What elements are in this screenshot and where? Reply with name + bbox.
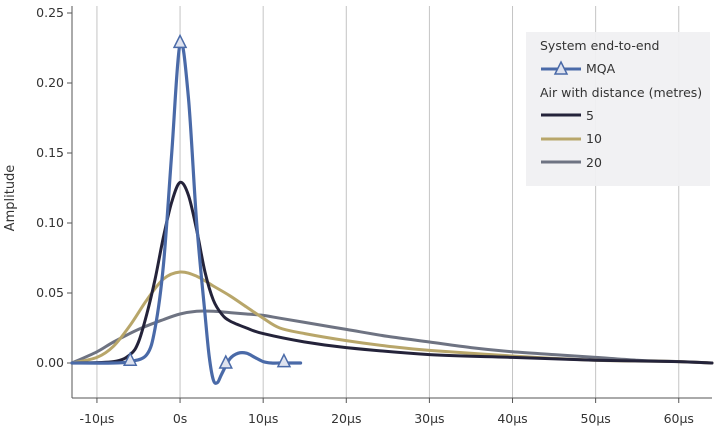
y-tick-label: 0.10 xyxy=(36,215,64,230)
x-tick-label: 30µs xyxy=(414,411,444,426)
plot-area xyxy=(70,33,714,385)
mqa-marker-triangle xyxy=(172,33,188,49)
x-tick-label: 10µs xyxy=(248,411,278,426)
legend-box xyxy=(526,32,710,186)
x-tick-label: 50µs xyxy=(580,411,610,426)
x-tick-label: 60µs xyxy=(664,411,694,426)
legend-group-title-air: Air with distance (metres) xyxy=(540,85,702,100)
y-tick-label: 0.15 xyxy=(36,145,64,160)
series-line-5 xyxy=(70,180,714,365)
series-line-20 xyxy=(70,309,714,365)
series-line-mqa xyxy=(70,40,303,385)
x-tick-label: 0s xyxy=(173,411,187,426)
mqa-marker-triangle xyxy=(122,351,138,366)
x-tick-label: 40µs xyxy=(497,411,527,426)
mqa-marker-triangle xyxy=(276,352,292,368)
legend-label-10: 10 xyxy=(586,131,602,146)
tick-labels: 0.00 0.05 0.10 0.15 0.20 0.25 -10µs 0s 10µs 20µs 3… xyxy=(36,5,694,426)
x-tick-label: -10µs xyxy=(79,411,114,426)
legend-label-20: 20 xyxy=(586,155,602,170)
legend-label-mqa: MQA xyxy=(586,61,616,76)
y-tick-label: 0.05 xyxy=(36,285,64,300)
axes xyxy=(67,6,712,403)
legend-label-5: 5 xyxy=(586,108,594,123)
y-tick-label: 0.00 xyxy=(36,355,64,370)
x-tick-label: 20µs xyxy=(331,411,361,426)
y-axis-label: Amplitude xyxy=(3,165,18,232)
y-tick-label: 0.20 xyxy=(36,75,64,90)
y-tick-label: 0.25 xyxy=(36,5,64,20)
legend-group-title-system: System end-to-end xyxy=(540,38,659,53)
mqa-marker-triangle xyxy=(218,354,233,369)
legend-marker-mqa xyxy=(553,60,569,75)
legend: System end-to-end MQA Air with distance … xyxy=(526,32,710,186)
